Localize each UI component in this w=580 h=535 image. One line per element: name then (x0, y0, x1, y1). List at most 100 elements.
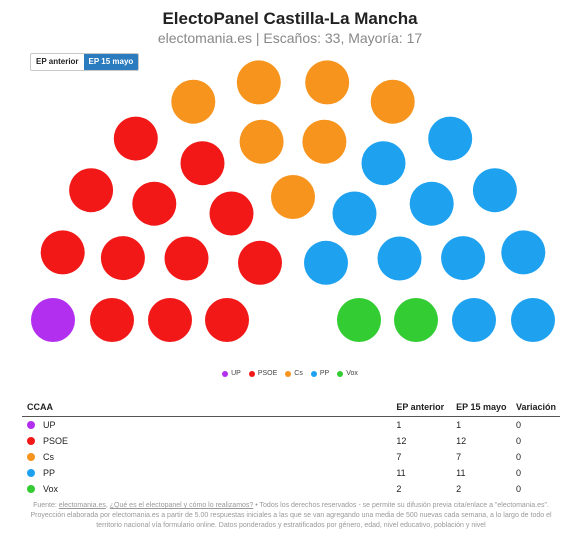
seat-pp (361, 141, 406, 186)
seat-psoe (69, 168, 114, 213)
seat-pp (409, 181, 454, 226)
party-name: UP (43, 420, 56, 430)
seat-cs (271, 175, 315, 219)
parliament-chart (31, 60, 555, 342)
curr-seats: 2 (456, 484, 462, 494)
seat-pp (428, 116, 473, 161)
curr-seats: 7 (456, 452, 462, 462)
footer-note: Fuente: electomania.es, ¿Qué es el elect… (18, 501, 564, 531)
footer-link-about[interactable]: ¿Qué es el electopanel y cómo lo realiza… (109, 502, 254, 509)
prev-seats: 11 (396, 468, 406, 478)
seat-cs (239, 119, 284, 164)
prev-seats: 12 (396, 436, 407, 446)
table-row: UP 1 1 0 (22, 417, 560, 434)
seat-vox (394, 298, 438, 342)
legend-item-cs[interactable]: Cs (285, 370, 303, 377)
party-color-dot (27, 437, 35, 445)
table-row: Cs 7 7 0 (22, 449, 560, 465)
legend-label: PSOE (257, 370, 278, 377)
table-row: Vox 2 2 0 (22, 481, 560, 497)
footer-prefix: Fuente: (33, 502, 59, 509)
party-cell: PP (22, 465, 391, 481)
curr-seats: 1 (456, 420, 462, 430)
legend-swatch (222, 370, 229, 377)
legend-label: PP (319, 370, 330, 377)
seat-cs (370, 79, 415, 124)
seat-psoe (90, 298, 134, 342)
legend-label: Vox (346, 370, 358, 377)
legend-swatch (337, 370, 344, 377)
view-tabs: EP anterior EP 15 mayo (30, 53, 140, 71)
party-color-dot (27, 421, 35, 429)
seat-up (31, 298, 75, 342)
seat-pp (501, 230, 546, 275)
seat-psoe (238, 240, 282, 285)
header-party: CCAA (22, 398, 392, 417)
variation: 0 (515, 436, 521, 446)
legend-swatch (310, 370, 317, 377)
curr-seats: 12 (456, 436, 467, 446)
page-subtitle: electomania.es | Escaños: 33, Mayoría: 1… (157, 30, 423, 46)
table-row: PP 11 11 0 (22, 465, 560, 481)
legend-swatch (285, 370, 292, 377)
tab-ep-anterior[interactable]: EP anterior (31, 54, 84, 70)
tab-ep-15-mayo[interactable]: EP 15 mayo (83, 54, 139, 70)
seat-pp (304, 240, 348, 285)
seat-pp (332, 191, 377, 236)
prev-seats: 7 (396, 452, 402, 462)
legend-item-vox[interactable]: Vox (337, 370, 358, 377)
party-name: PSOE (43, 436, 69, 446)
page-title: ElectoPanel Castilla-La Mancha (162, 9, 418, 28)
party-cell: UP (22, 417, 391, 433)
curr-seats: 11 (456, 468, 466, 478)
seat-psoe (148, 298, 192, 342)
legend-label: UP (231, 370, 241, 377)
party-cell: Cs (22, 449, 391, 465)
seat-psoe (164, 236, 209, 281)
legend-item-up[interactable]: UP (222, 370, 241, 377)
party-color-dot (27, 485, 35, 493)
party-cell: PSOE (22, 433, 391, 449)
legend-item-pp[interactable]: PP (310, 370, 330, 377)
party-cell: Vox (22, 481, 391, 497)
footer-text: • Todos los derechos reservados - se per… (30, 502, 552, 529)
table-header-row: CCAA EP anterior EP 15 mayo Variación (22, 398, 560, 417)
party-name: Cs (43, 452, 54, 462)
seat-pp (441, 236, 486, 281)
header-curr: EP 15 mayo (451, 398, 511, 417)
legend-item-psoe[interactable]: PSOE (248, 370, 278, 377)
party-color-dot (27, 453, 35, 461)
seat-psoe (40, 230, 85, 275)
seat-psoe (180, 141, 225, 186)
legend-swatch (248, 370, 255, 377)
variation: 0 (515, 452, 521, 462)
chart-legend: UP PSOE Cs PP Vox (0, 370, 580, 377)
seat-pp (452, 298, 496, 342)
party-color-dot (27, 469, 35, 477)
seat-psoe (209, 191, 254, 236)
header-var: Variación (510, 398, 560, 417)
variation: 0 (515, 468, 521, 478)
party-name: PP (43, 468, 56, 478)
seat-vox (337, 298, 381, 342)
seat-pp (377, 236, 422, 281)
party-name: Vox (43, 484, 59, 494)
seat-cs (171, 79, 216, 124)
seat-pp (511, 298, 555, 342)
seat-psoe (113, 116, 158, 161)
prev-seats: 1 (396, 420, 402, 430)
footer-sep: , (105, 502, 110, 509)
prev-seats: 2 (396, 484, 402, 494)
table-row: PSOE 12 12 0 (22, 433, 560, 449)
header-prev: EP anterior (391, 398, 452, 417)
results-table: CCAA EP anterior EP 15 mayo Variación UP… (22, 398, 560, 497)
seat-cs (305, 60, 350, 105)
seat-psoe (205, 298, 249, 342)
legend-label: Cs (294, 370, 303, 377)
seat-psoe (100, 236, 145, 281)
footer-link-source[interactable]: electomania.es (58, 502, 106, 509)
seat-cs (302, 119, 347, 164)
seat-psoe (132, 181, 177, 226)
variation: 0 (515, 484, 521, 494)
seat-cs (236, 60, 281, 105)
